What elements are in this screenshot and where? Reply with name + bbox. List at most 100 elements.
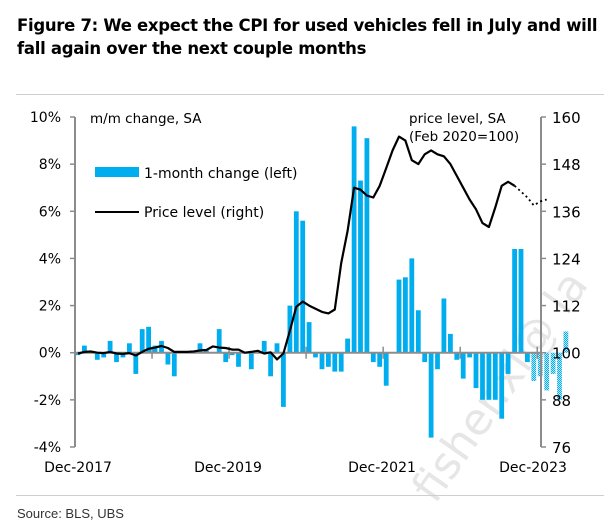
bar (403, 277, 408, 353)
bar (82, 345, 87, 353)
bar (505, 352, 511, 374)
line-series (77, 135, 547, 361)
bar (415, 310, 421, 353)
left-tick-label: 8% (39, 157, 61, 173)
bar (114, 352, 119, 363)
bar (428, 352, 434, 438)
bar (139, 329, 145, 353)
bar (480, 352, 485, 400)
bar (326, 352, 331, 367)
bar (107, 340, 113, 353)
bar (396, 279, 402, 353)
bar (127, 343, 132, 353)
bottom-divider (16, 495, 604, 496)
bar (441, 298, 447, 353)
bar (448, 333, 453, 353)
legend-bar-swatch (95, 167, 139, 177)
bar (499, 352, 505, 419)
x-tick-label: Dec-2019 (194, 460, 262, 476)
bar (146, 326, 151, 353)
right-tick-label: 124 (552, 250, 581, 268)
bar (171, 352, 177, 377)
right-axis-subtitle: (Feb 2020=100) (409, 129, 519, 145)
bar (512, 249, 517, 353)
right-tick-label: 76 (552, 439, 571, 457)
bar (492, 352, 498, 400)
bar (364, 138, 370, 353)
x-tick-label: Dec-2023 (499, 460, 567, 476)
left-axis-title: m/m change, SA (90, 111, 202, 127)
bar (101, 352, 107, 358)
bar (197, 343, 203, 353)
bar (518, 249, 524, 353)
forecast-bar (531, 352, 537, 381)
right-tick-label: 112 (552, 298, 581, 316)
bar (248, 352, 254, 370)
forecast-bar (544, 352, 550, 391)
bar (525, 352, 530, 363)
bar (377, 352, 383, 367)
left-tick-label: 10% (30, 110, 61, 126)
forecast-bar (563, 331, 569, 353)
bar (422, 352, 428, 363)
bar (486, 352, 492, 400)
left-tick-label: 0% (39, 346, 61, 362)
right-tick-label: 88 (552, 392, 571, 410)
bar (223, 352, 229, 363)
right-tick-label: 148 (552, 156, 581, 174)
bar (204, 350, 209, 353)
left-tick-label: 2% (39, 299, 61, 315)
bar (94, 352, 100, 360)
bar (236, 352, 241, 367)
bar (120, 352, 126, 358)
x-tick-label: Dec-2017 (44, 460, 112, 476)
bar (300, 220, 306, 353)
left-tick-label: 4% (39, 251, 61, 267)
forecast-bar (557, 352, 562, 400)
bar (460, 352, 466, 379)
right-axis-title: price level, SA (409, 111, 506, 127)
bar (383, 352, 389, 386)
bar (358, 180, 363, 353)
bar (467, 352, 472, 358)
right-tick-label: 136 (552, 203, 581, 221)
axes (70, 116, 546, 448)
price-level-line (77, 135, 516, 361)
forecast-bar (550, 352, 556, 374)
bar (345, 338, 350, 353)
bar (370, 352, 376, 363)
bar (306, 322, 312, 353)
bar (473, 352, 479, 389)
bar (75, 352, 81, 356)
right-tick-label: 160 (552, 109, 581, 127)
legend-bar-label: 1-month change (left) (144, 166, 297, 182)
top-divider (16, 94, 604, 95)
price-level-forecast-line (513, 185, 547, 207)
bar (229, 352, 235, 356)
bar (274, 343, 280, 353)
bar (454, 352, 460, 360)
bar (133, 352, 139, 374)
bar (281, 352, 286, 407)
bar (338, 352, 344, 372)
left-tick-label: 6% (39, 204, 61, 220)
left-tick-label: -4% (34, 440, 61, 456)
bar (165, 352, 171, 365)
bar (293, 211, 299, 353)
bar (268, 352, 273, 377)
bar (313, 352, 318, 358)
legend-line-label: Price level (right) (144, 205, 264, 221)
chart-title: Figure 7: We expect the CPI for used veh… (17, 16, 598, 58)
bar (319, 352, 325, 370)
bar (435, 352, 440, 370)
bar (409, 258, 415, 353)
bar (216, 329, 222, 353)
axis-labels: 10% 8% 6% 4% 2% 0% -2% -4% 160 148 136 124 112 100 88 7… (30, 109, 581, 476)
bar (351, 126, 357, 353)
legend: 1-month change (left) Price level (right) (95, 166, 297, 221)
x-tick-label: Dec-2021 (348, 460, 416, 476)
bar (152, 345, 158, 353)
bar (332, 352, 338, 372)
bar (261, 340, 267, 353)
